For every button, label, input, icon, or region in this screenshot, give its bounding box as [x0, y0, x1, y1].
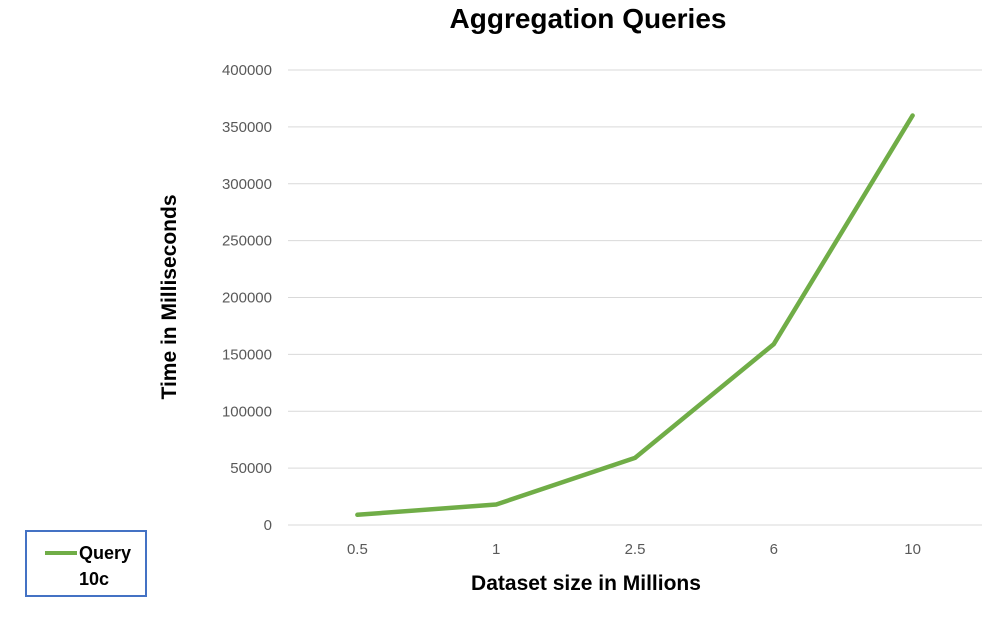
x-axis-label: Dataset size in Millions: [471, 572, 701, 595]
legend: Query 10c: [25, 530, 147, 597]
series-lines: [355, 113, 915, 518]
data-point: [355, 512, 360, 517]
chart-title: Aggregation Queries: [450, 3, 727, 34]
y-tick-label: 250000: [222, 233, 272, 250]
y-tick-label: 200000: [222, 290, 272, 307]
data-point: [910, 113, 915, 118]
y-tick-label: 150000: [222, 346, 272, 363]
y-tick-label: 50000: [230, 460, 272, 477]
x-tick-label: 0.5: [347, 541, 368, 558]
y-tick-label: 0: [264, 517, 272, 534]
x-tick-label: 2.5: [625, 541, 646, 558]
legend-swatch-query-10c: [45, 551, 77, 555]
x-tick-label: 6: [770, 541, 778, 558]
gridlines: [288, 69, 982, 526]
y-axis-ticks: 0 50000 100000 150000 200000 250000 300000 3500…: [222, 62, 272, 534]
data-point: [494, 502, 499, 507]
x-tick-label: 10: [904, 541, 921, 558]
legend-label-query-10c: Query 10c: [79, 543, 132, 589]
series-line-0: [355, 113, 915, 518]
y-tick-label: 100000: [222, 403, 272, 420]
x-tick-label: 1: [492, 541, 500, 558]
data-point: [771, 342, 776, 347]
y-axis-label: Time in Milliseconds: [158, 195, 181, 400]
y-tick-label: 350000: [222, 119, 272, 136]
y-tick-label: 300000: [222, 176, 272, 193]
data-point: [633, 455, 637, 460]
x-axis-ticks: 0.5 1 2.5 6 10: [347, 541, 921, 558]
y-tick-label: 400000: [222, 62, 272, 79]
